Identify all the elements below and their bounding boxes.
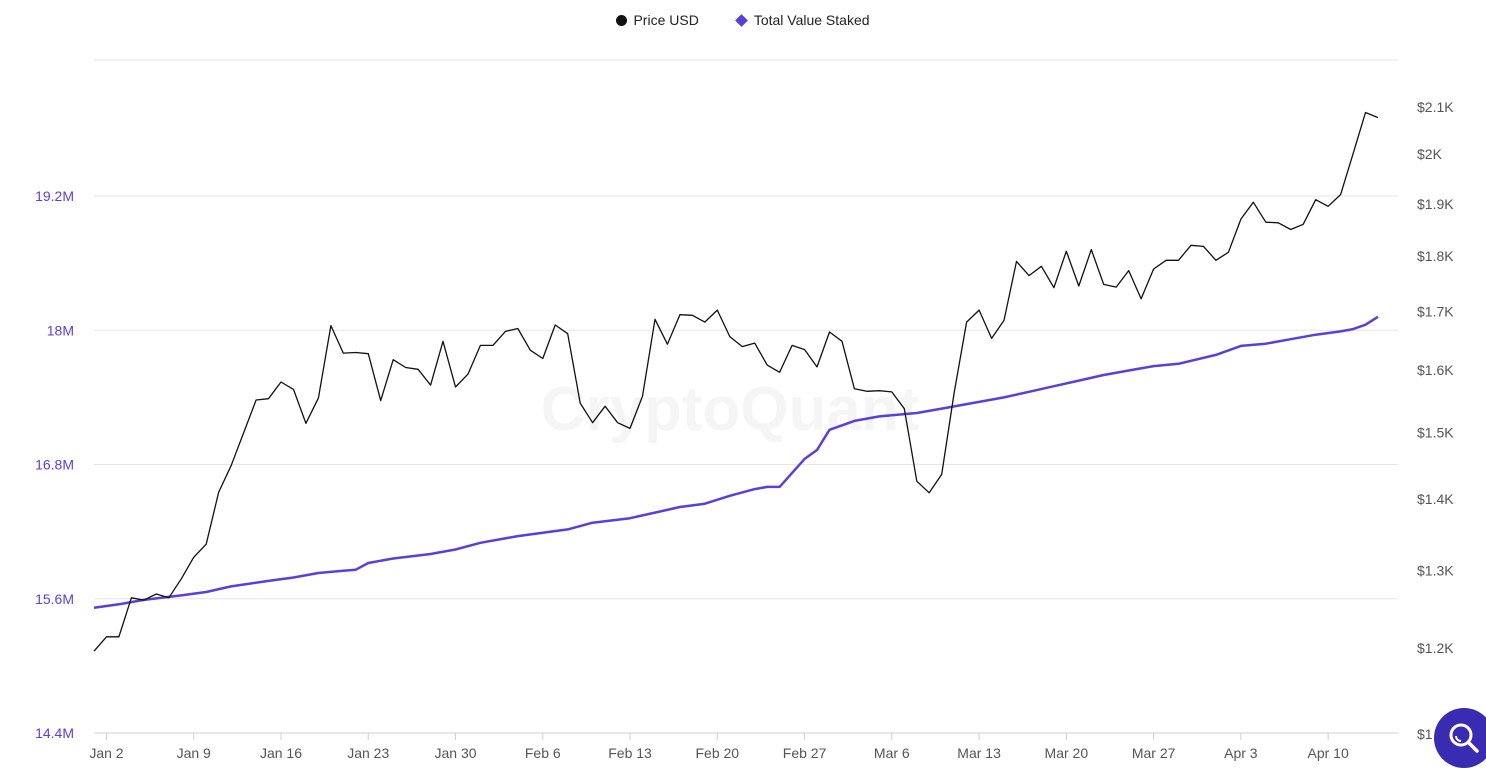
right-tick-label: $1.7K [1417,303,1454,319]
x-tick-label: Mar 27 [1132,745,1176,761]
x-tick-label: Jan 30 [434,745,476,761]
left-tick-label: 16.8M [35,457,74,473]
right-tick-label: $1.5K [1417,424,1454,440]
series-line-price-usd [93,111,1379,652]
legend-label-price: Price USD [633,12,699,28]
right-tick-label: $2K [1417,146,1443,162]
series-layer [93,111,1379,652]
x-tick-label: Mar 20 [1045,745,1089,761]
circle-marker-icon [616,14,628,26]
legend-label-staked: Total Value Staked [753,12,870,28]
search-button[interactable] [1434,708,1486,768]
left-tick-label: 15.6M [35,591,74,607]
right-tick-label: $1.8K [1417,248,1454,264]
x-tick-label: Jan 23 [347,745,389,761]
x-axis: Jan 2 Jan 9 Jan 16 Jan 23 Jan 30 Feb 6 Feb 13 F… [89,733,1349,761]
grid-lines [94,59,1398,734]
left-tick-label: 14.4M [35,725,74,741]
x-tick-label: Jan 9 [177,745,211,761]
watermark-text: CryptoQuant [541,375,920,444]
left-tick-label: 19.2M [35,188,74,204]
right-axis: $1 $1.2K $1.3K $1.4K $1.5K $1.6K $1.7K $1.8K $1.… [1417,99,1454,742]
x-tick-label: Jan 16 [260,745,302,761]
legend-item-staked[interactable]: Total Value Staked [734,12,870,28]
x-tick-label: Apr 10 [1308,745,1349,761]
chart-legend: Price USD Total Value Staked [0,12,1486,28]
left-tick-label: 18M [47,322,74,338]
x-tick-label: Feb 27 [783,745,827,761]
right-tick-label: $1.9K [1417,196,1454,212]
x-tick-label: Mar 13 [957,745,1001,761]
right-tick-label: $1.6K [1417,362,1454,378]
left-axis: 14.4M 15.6M 16.8M 18M 19.2M [35,188,74,741]
x-tick-label: Jan 2 [89,745,123,761]
legend-item-price[interactable]: Price USD [616,12,699,28]
x-tick-label: Feb 6 [525,745,561,761]
series-line-total-value-staked [93,315,1379,609]
x-tick-label: Feb 13 [608,745,652,761]
right-tick-label: $1.4K [1417,491,1454,507]
right-tick-label: $2.1K [1417,99,1454,115]
x-tick-label: Mar 6 [874,745,910,761]
magnifier-icon [1449,723,1479,753]
right-tick-label: $1.2K [1417,640,1454,656]
x-tick-label: Feb 20 [696,745,740,761]
right-tick-label: $1 [1417,726,1433,742]
right-tick-label: $1.3K [1417,563,1454,579]
x-tick-label: Apr 3 [1224,745,1258,761]
